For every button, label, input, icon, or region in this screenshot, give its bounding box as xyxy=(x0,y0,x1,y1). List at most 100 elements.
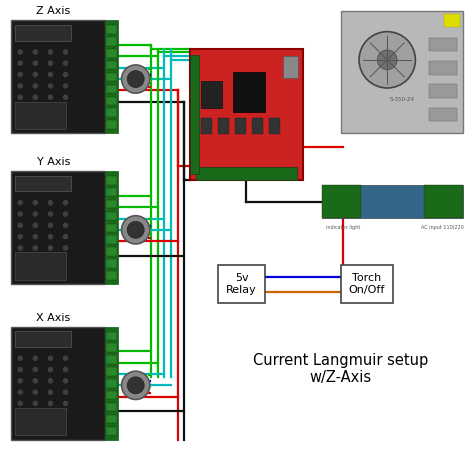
Circle shape xyxy=(48,50,53,54)
Circle shape xyxy=(33,356,37,360)
Bar xyxy=(429,61,457,74)
Circle shape xyxy=(33,223,37,228)
Bar xyxy=(15,253,66,280)
Text: X Axis: X Axis xyxy=(36,313,70,323)
Circle shape xyxy=(64,50,68,54)
Circle shape xyxy=(48,390,53,394)
Circle shape xyxy=(64,390,68,394)
Bar xyxy=(11,327,105,439)
Bar xyxy=(106,212,117,220)
Circle shape xyxy=(48,379,53,383)
Circle shape xyxy=(33,73,37,77)
Circle shape xyxy=(48,367,53,372)
Bar xyxy=(15,331,71,347)
Circle shape xyxy=(64,401,68,406)
Circle shape xyxy=(18,246,22,250)
Circle shape xyxy=(64,235,68,239)
Circle shape xyxy=(18,84,22,88)
Text: Y Axis: Y Axis xyxy=(36,157,70,167)
Bar xyxy=(15,175,71,191)
Circle shape xyxy=(127,377,144,394)
Bar xyxy=(424,185,463,218)
Circle shape xyxy=(127,221,144,238)
Circle shape xyxy=(48,201,53,205)
Circle shape xyxy=(18,223,22,228)
Bar xyxy=(105,327,118,439)
Bar xyxy=(106,391,117,400)
Circle shape xyxy=(121,65,150,93)
Circle shape xyxy=(64,367,68,372)
Bar xyxy=(218,118,229,134)
Bar xyxy=(190,55,199,174)
Circle shape xyxy=(121,216,150,244)
Bar xyxy=(106,236,117,244)
Bar xyxy=(429,108,457,121)
Bar xyxy=(11,20,105,133)
Text: 5v
Relay: 5v Relay xyxy=(227,273,257,295)
Circle shape xyxy=(48,95,53,99)
Text: Z Axis: Z Axis xyxy=(36,7,70,17)
Circle shape xyxy=(64,201,68,205)
Bar xyxy=(15,101,66,129)
Circle shape xyxy=(18,61,22,65)
Circle shape xyxy=(48,401,53,406)
Circle shape xyxy=(33,379,37,383)
Bar xyxy=(106,73,117,82)
Circle shape xyxy=(18,356,22,360)
Circle shape xyxy=(33,50,37,54)
Bar xyxy=(190,48,303,181)
Bar xyxy=(106,415,117,423)
Circle shape xyxy=(18,50,22,54)
Circle shape xyxy=(33,235,37,239)
Circle shape xyxy=(33,212,37,216)
Bar xyxy=(106,379,117,388)
Bar xyxy=(106,224,117,232)
Text: indicator light: indicator light xyxy=(326,225,360,230)
Bar xyxy=(322,185,463,218)
Circle shape xyxy=(48,84,53,88)
Circle shape xyxy=(48,246,53,250)
Circle shape xyxy=(64,84,68,88)
Bar xyxy=(106,85,117,93)
Circle shape xyxy=(48,61,53,65)
Bar xyxy=(106,25,117,34)
Circle shape xyxy=(64,212,68,216)
Bar xyxy=(201,118,212,134)
Bar xyxy=(106,344,117,352)
Bar xyxy=(106,271,117,280)
Bar xyxy=(283,56,299,78)
Circle shape xyxy=(33,246,37,250)
Bar xyxy=(429,38,457,51)
Circle shape xyxy=(48,223,53,228)
Circle shape xyxy=(33,95,37,99)
Bar xyxy=(106,200,117,209)
Bar xyxy=(269,118,280,134)
Bar xyxy=(106,367,117,376)
Bar xyxy=(106,247,117,256)
Bar xyxy=(252,118,264,134)
Circle shape xyxy=(121,371,150,400)
Bar xyxy=(196,167,297,181)
Bar xyxy=(106,120,117,129)
Circle shape xyxy=(64,246,68,250)
Circle shape xyxy=(18,201,22,205)
Bar xyxy=(444,15,459,27)
Circle shape xyxy=(33,84,37,88)
Circle shape xyxy=(18,73,22,77)
Bar xyxy=(341,11,463,133)
Circle shape xyxy=(33,401,37,406)
Circle shape xyxy=(64,95,68,99)
Bar xyxy=(106,403,117,411)
Circle shape xyxy=(18,390,22,394)
Circle shape xyxy=(33,61,37,65)
Bar xyxy=(106,188,117,197)
Circle shape xyxy=(18,235,22,239)
Circle shape xyxy=(48,73,53,77)
Bar xyxy=(11,171,105,284)
Circle shape xyxy=(64,73,68,77)
Text: AC input 110/220: AC input 110/220 xyxy=(420,225,464,230)
Circle shape xyxy=(48,235,53,239)
Bar xyxy=(341,265,392,303)
Circle shape xyxy=(18,212,22,216)
Bar xyxy=(106,61,117,69)
